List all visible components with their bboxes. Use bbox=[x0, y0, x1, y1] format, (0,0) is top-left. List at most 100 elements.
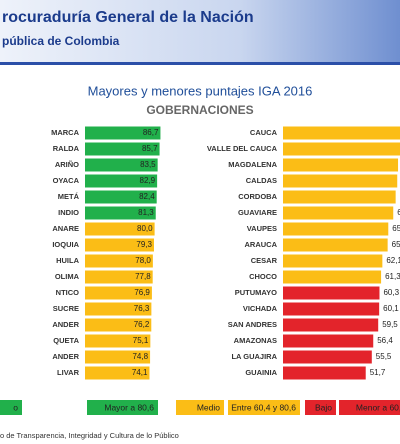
category-label: GUAINIA bbox=[245, 368, 277, 377]
bar bbox=[85, 270, 153, 284]
bar bbox=[85, 206, 156, 220]
legend-swatch bbox=[305, 400, 336, 415]
category-label: METÁ bbox=[58, 192, 80, 201]
category-label: NTICO bbox=[56, 288, 79, 297]
category-label: ANDER bbox=[52, 320, 79, 329]
category-label: CORDOBA bbox=[238, 192, 277, 201]
category-label: LIVAR bbox=[57, 368, 80, 377]
chart-subtitle: GOBERNACIONES bbox=[146, 103, 253, 117]
legend-swatch bbox=[0, 400, 22, 415]
category-label: GUAVIARE bbox=[238, 208, 277, 217]
value-label: 78,0 bbox=[135, 256, 151, 265]
value-label: 62,1 bbox=[386, 256, 400, 265]
value-label: 51,7 bbox=[370, 368, 386, 377]
bar bbox=[283, 302, 380, 316]
value-label: 82,9 bbox=[140, 176, 156, 185]
category-label: CHOCO bbox=[249, 272, 277, 281]
bar bbox=[85, 238, 154, 252]
category-label: CESAR bbox=[251, 256, 278, 265]
value-label: 86,7 bbox=[143, 128, 159, 137]
value-label: 81,3 bbox=[138, 208, 154, 217]
value-label: 74,8 bbox=[132, 352, 148, 361]
value-label: 65,4 bbox=[392, 240, 400, 249]
bar bbox=[85, 142, 160, 156]
bar bbox=[283, 334, 374, 348]
value-label: 61,3 bbox=[385, 272, 400, 281]
bar bbox=[283, 238, 388, 252]
bar bbox=[85, 158, 158, 172]
value-label: 55,5 bbox=[376, 352, 392, 361]
category-label: HUILA bbox=[56, 256, 79, 265]
category-label: VALLE DEL CAUCA bbox=[207, 144, 278, 153]
value-label: 68,9 bbox=[397, 208, 400, 217]
value-label: 65,8 bbox=[392, 224, 400, 233]
value-label: 76,2 bbox=[134, 320, 150, 329]
bar bbox=[85, 222, 155, 236]
bar bbox=[85, 254, 153, 268]
category-label: QUETA bbox=[53, 336, 79, 345]
value-label: 79,3 bbox=[136, 240, 152, 249]
value-label: 76,9 bbox=[134, 288, 150, 297]
bar bbox=[85, 126, 161, 140]
bar bbox=[283, 350, 372, 364]
legend-label: Medio bbox=[197, 402, 220, 412]
category-label: MAGDALENA bbox=[228, 160, 277, 169]
chart-title: Mayores y menores puntajes IGA 2016 bbox=[88, 83, 313, 98]
category-label: ANARE bbox=[52, 224, 79, 233]
category-label: CALDAS bbox=[246, 176, 277, 185]
legend-swatch bbox=[87, 400, 158, 415]
bar bbox=[283, 318, 379, 332]
bar bbox=[85, 318, 152, 332]
footer: o de Transparencia, Integridad y Cultura… bbox=[0, 431, 179, 440]
bar bbox=[85, 334, 151, 348]
bar bbox=[85, 302, 152, 316]
value-label: 59,5 bbox=[382, 320, 398, 329]
value-label: 82,4 bbox=[139, 192, 155, 201]
header-banner bbox=[0, 0, 400, 62]
legend-label: Menor a 60,4 bbox=[356, 402, 400, 412]
bar bbox=[283, 366, 366, 380]
value-label: 85,7 bbox=[142, 144, 158, 153]
category-label: ARIÑO bbox=[55, 160, 79, 169]
category-label: OLIMA bbox=[55, 272, 80, 281]
bar bbox=[283, 126, 400, 140]
category-label: MARCA bbox=[51, 128, 79, 137]
value-label: 80,0 bbox=[137, 224, 153, 233]
bar bbox=[283, 270, 382, 284]
value-label: 60,3 bbox=[383, 288, 399, 297]
value-label: 75,1 bbox=[133, 336, 149, 345]
value-label: 76,3 bbox=[134, 304, 150, 313]
bar bbox=[85, 366, 150, 380]
category-label: SUCRE bbox=[53, 304, 79, 313]
header-subtitle: pública de Colombia bbox=[2, 34, 120, 48]
legend-label: Mayor a 80,6 bbox=[104, 402, 154, 412]
legend-label: o bbox=[13, 402, 18, 412]
legend-swatch bbox=[228, 400, 300, 415]
category-label: ARAUCA bbox=[245, 240, 278, 249]
category-label: RALDA bbox=[53, 144, 80, 153]
category-label: VICHADA bbox=[243, 304, 278, 313]
legend-swatch bbox=[339, 400, 400, 415]
category-label: SAN ANDRES bbox=[228, 320, 277, 329]
bar bbox=[283, 174, 398, 188]
category-label: INDIO bbox=[58, 208, 79, 217]
bar bbox=[283, 142, 400, 156]
category-label: ANDER bbox=[52, 352, 79, 361]
category-label: AMAZONAS bbox=[234, 336, 277, 345]
bar bbox=[85, 350, 151, 364]
category-label: VAUPES bbox=[247, 224, 277, 233]
legend-label: Bajo bbox=[315, 402, 332, 412]
value-label: 77,8 bbox=[135, 272, 151, 281]
bar bbox=[283, 286, 380, 300]
bar bbox=[85, 286, 152, 300]
value-label: 74,1 bbox=[132, 368, 148, 377]
category-label: CAUCA bbox=[250, 128, 278, 137]
bar bbox=[283, 254, 383, 268]
category-label: LA GUAJIRA bbox=[231, 352, 277, 361]
bar bbox=[85, 174, 158, 188]
bar bbox=[85, 190, 157, 204]
bar bbox=[283, 222, 389, 236]
value-label: 56,4 bbox=[377, 336, 393, 345]
